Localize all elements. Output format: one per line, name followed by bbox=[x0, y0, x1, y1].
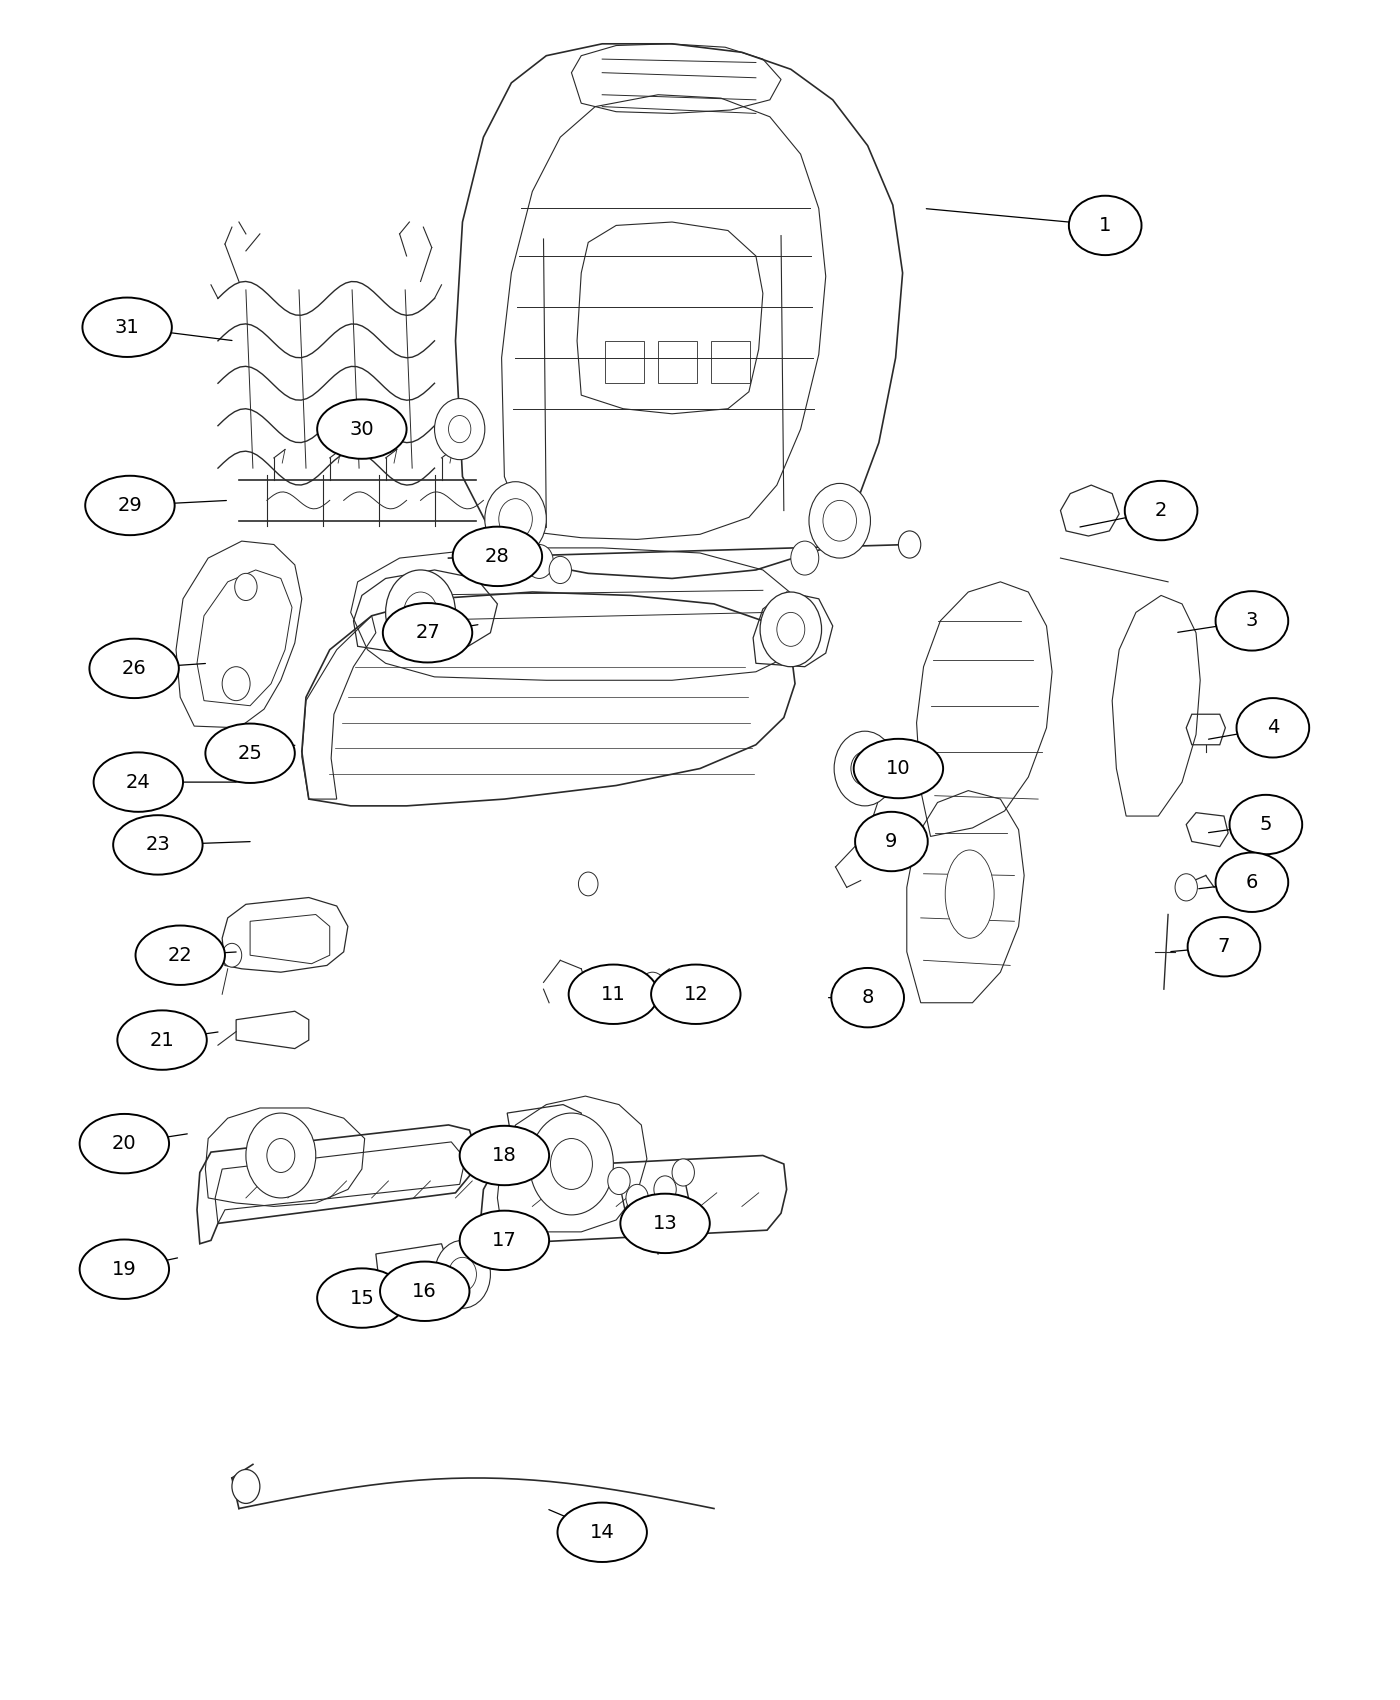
Text: 27: 27 bbox=[416, 624, 440, 643]
Ellipse shape bbox=[80, 1239, 169, 1299]
Circle shape bbox=[498, 498, 532, 539]
Ellipse shape bbox=[620, 1193, 710, 1253]
Text: 4: 4 bbox=[1267, 719, 1280, 738]
Ellipse shape bbox=[1187, 916, 1260, 976]
Text: 11: 11 bbox=[601, 984, 626, 1003]
Circle shape bbox=[235, 573, 258, 600]
Circle shape bbox=[672, 1159, 694, 1187]
Ellipse shape bbox=[379, 1261, 469, 1321]
Circle shape bbox=[223, 666, 251, 700]
Text: 31: 31 bbox=[115, 318, 140, 337]
Ellipse shape bbox=[206, 724, 295, 784]
Circle shape bbox=[267, 1139, 295, 1173]
Ellipse shape bbox=[854, 740, 944, 799]
Ellipse shape bbox=[557, 1503, 647, 1562]
Circle shape bbox=[777, 612, 805, 646]
Circle shape bbox=[1175, 874, 1197, 901]
Ellipse shape bbox=[85, 476, 175, 536]
Text: 14: 14 bbox=[589, 1523, 615, 1542]
Ellipse shape bbox=[945, 850, 994, 938]
Ellipse shape bbox=[94, 753, 183, 813]
Ellipse shape bbox=[382, 604, 472, 663]
Ellipse shape bbox=[90, 639, 179, 699]
Circle shape bbox=[525, 544, 553, 578]
Circle shape bbox=[484, 481, 546, 556]
Text: 9: 9 bbox=[885, 831, 897, 852]
Ellipse shape bbox=[459, 1125, 549, 1185]
Text: 28: 28 bbox=[484, 547, 510, 566]
Circle shape bbox=[223, 944, 242, 967]
Circle shape bbox=[448, 415, 470, 442]
Ellipse shape bbox=[1124, 481, 1197, 541]
Circle shape bbox=[640, 1207, 662, 1234]
Text: 7: 7 bbox=[1218, 937, 1231, 955]
Ellipse shape bbox=[318, 1268, 406, 1328]
Circle shape bbox=[232, 1469, 260, 1503]
Text: 1: 1 bbox=[1099, 216, 1112, 235]
Text: 3: 3 bbox=[1246, 612, 1259, 631]
Text: 23: 23 bbox=[146, 835, 171, 855]
Ellipse shape bbox=[1215, 852, 1288, 911]
Circle shape bbox=[434, 398, 484, 459]
Circle shape bbox=[448, 1258, 476, 1292]
Circle shape bbox=[851, 751, 879, 785]
Circle shape bbox=[578, 872, 598, 896]
Text: 29: 29 bbox=[118, 496, 143, 515]
Ellipse shape bbox=[318, 400, 406, 459]
Text: 26: 26 bbox=[122, 660, 147, 678]
Circle shape bbox=[550, 1139, 592, 1190]
Text: 6: 6 bbox=[1246, 872, 1259, 892]
Text: 30: 30 bbox=[350, 420, 374, 439]
Circle shape bbox=[834, 731, 896, 806]
Ellipse shape bbox=[568, 964, 658, 1023]
Circle shape bbox=[434, 1241, 490, 1309]
Text: 5: 5 bbox=[1260, 814, 1273, 835]
Circle shape bbox=[760, 592, 822, 666]
Circle shape bbox=[549, 556, 571, 583]
Text: 8: 8 bbox=[861, 988, 874, 1006]
Ellipse shape bbox=[459, 1210, 549, 1270]
Ellipse shape bbox=[1215, 592, 1288, 651]
Ellipse shape bbox=[855, 813, 928, 870]
Circle shape bbox=[608, 1168, 630, 1195]
Text: 19: 19 bbox=[112, 1260, 137, 1278]
Circle shape bbox=[654, 1176, 676, 1204]
Circle shape bbox=[626, 1185, 648, 1212]
Ellipse shape bbox=[83, 298, 172, 357]
Text: 18: 18 bbox=[491, 1146, 517, 1165]
Ellipse shape bbox=[832, 967, 904, 1027]
Ellipse shape bbox=[1229, 796, 1302, 853]
Circle shape bbox=[385, 570, 455, 654]
Circle shape bbox=[638, 972, 666, 1006]
Text: 20: 20 bbox=[112, 1134, 137, 1153]
Ellipse shape bbox=[651, 964, 741, 1023]
Circle shape bbox=[529, 1114, 613, 1216]
Text: 13: 13 bbox=[652, 1214, 678, 1232]
Text: 21: 21 bbox=[150, 1030, 175, 1049]
Text: 10: 10 bbox=[886, 758, 911, 779]
Ellipse shape bbox=[1068, 196, 1141, 255]
Text: 17: 17 bbox=[491, 1231, 517, 1250]
Text: 2: 2 bbox=[1155, 502, 1168, 520]
Ellipse shape bbox=[80, 1114, 169, 1173]
Circle shape bbox=[823, 500, 857, 541]
Text: 22: 22 bbox=[168, 945, 193, 964]
Text: 24: 24 bbox=[126, 772, 151, 792]
Circle shape bbox=[791, 541, 819, 575]
Circle shape bbox=[809, 483, 871, 558]
Ellipse shape bbox=[136, 925, 225, 984]
Circle shape bbox=[899, 530, 921, 558]
Ellipse shape bbox=[1236, 699, 1309, 758]
Ellipse shape bbox=[113, 816, 203, 874]
Circle shape bbox=[246, 1114, 316, 1198]
Text: 15: 15 bbox=[350, 1289, 374, 1307]
Text: 25: 25 bbox=[238, 745, 263, 763]
Text: 16: 16 bbox=[413, 1282, 437, 1300]
Ellipse shape bbox=[118, 1010, 207, 1069]
Circle shape bbox=[403, 592, 437, 632]
Text: 12: 12 bbox=[683, 984, 708, 1003]
Ellipse shape bbox=[452, 527, 542, 586]
